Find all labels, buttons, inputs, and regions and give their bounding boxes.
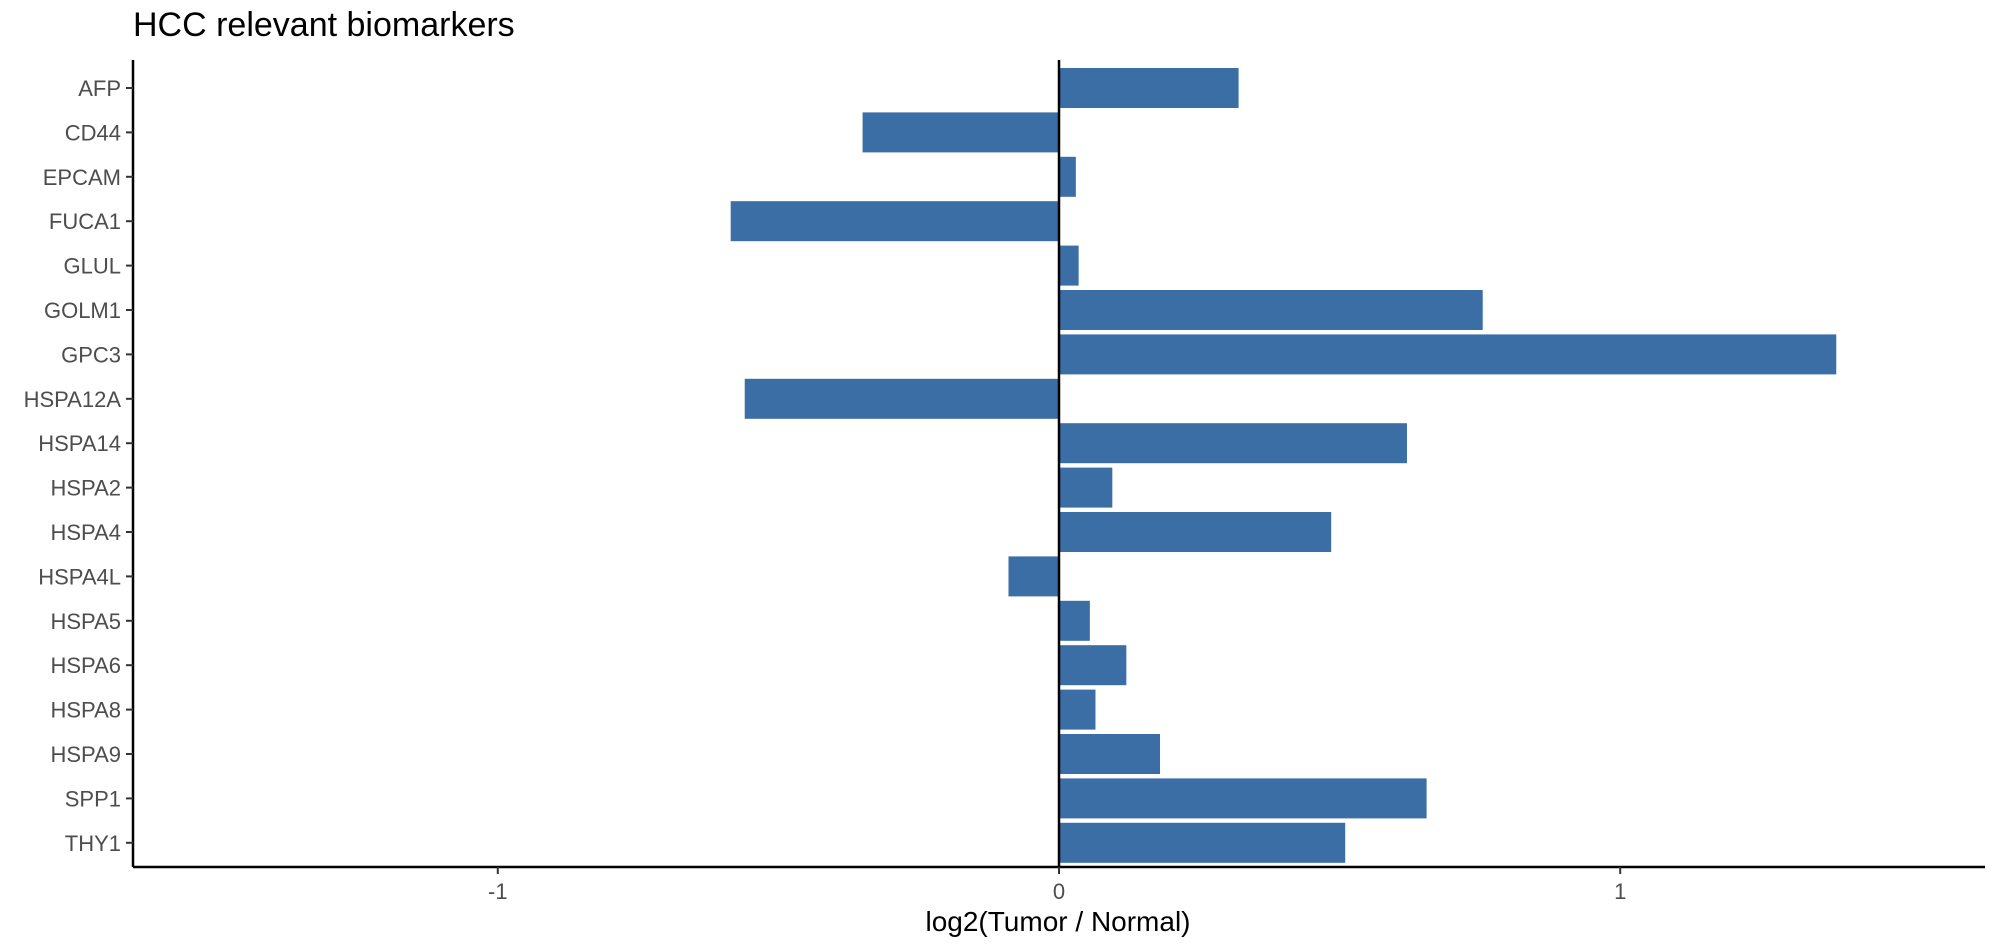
bar-hspa5 <box>1059 600 1090 641</box>
bar-hspa2 <box>1059 467 1113 508</box>
bar-hspa4 <box>1059 512 1332 552</box>
y-tick-label: GPC3 <box>61 342 121 367</box>
chart-title: HCC relevant biomarkers <box>133 6 515 44</box>
bar-hspa14 <box>1059 423 1407 464</box>
bar-hspa4l <box>1008 556 1059 597</box>
x-axis: -1 0 1 <box>133 865 1985 904</box>
bar-hspa6 <box>1059 645 1127 686</box>
x-axis-title: log2(Tumor / Normal) <box>925 906 1190 937</box>
y-tick-label: GLUL <box>64 254 121 279</box>
x-tick-label: 0 <box>1053 879 1065 904</box>
bar-cd44 <box>862 112 1059 153</box>
x-tick-label: 1 <box>1614 879 1626 904</box>
y-tick-label: SPP1 <box>65 786 121 811</box>
bars-group <box>730 68 1837 863</box>
bar-afp <box>1059 68 1239 108</box>
bar-fuca1 <box>730 201 1059 242</box>
bar-thy1 <box>1059 822 1346 863</box>
bar-epcam <box>1059 156 1076 197</box>
y-tick-label: HSPA6 <box>50 653 121 678</box>
y-tick-label: HSPA8 <box>50 698 121 723</box>
y-tick-label: FUCA1 <box>49 209 121 234</box>
x-tick-label: -1 <box>488 879 508 904</box>
y-tick-label: HSPA12A <box>24 387 122 412</box>
y-tick-label: HSPA14 <box>38 431 121 456</box>
y-tick-label: EPCAM <box>43 165 121 190</box>
bar-golm1 <box>1059 290 1483 330</box>
bar-glul <box>1059 245 1079 286</box>
y-tick-label: HSPA9 <box>50 742 121 767</box>
bar-hspa12a <box>744 378 1059 419</box>
bar-gpc3 <box>1059 334 1837 375</box>
y-tick-label: HSPA4 <box>50 520 121 545</box>
y-tick-label: HSPA4L <box>38 564 121 589</box>
y-tick-label: HSPA5 <box>50 609 121 634</box>
y-tick-label: GOLM1 <box>44 298 121 323</box>
y-tick-label: HSPA2 <box>50 476 121 501</box>
y-tick-label: CD44 <box>65 120 121 145</box>
bar-spp1 <box>1059 778 1427 819</box>
bar-hspa8 <box>1059 689 1096 730</box>
y-tick-label: THY1 <box>65 831 121 856</box>
y-tick-label: AFP <box>78 76 121 101</box>
bar-hspa9 <box>1059 734 1161 774</box>
y-axis: AFP CD44 EPCAM FUCA1 GLUL GOLM1 GPC3 HSPA12A HSP… <box>24 60 135 867</box>
